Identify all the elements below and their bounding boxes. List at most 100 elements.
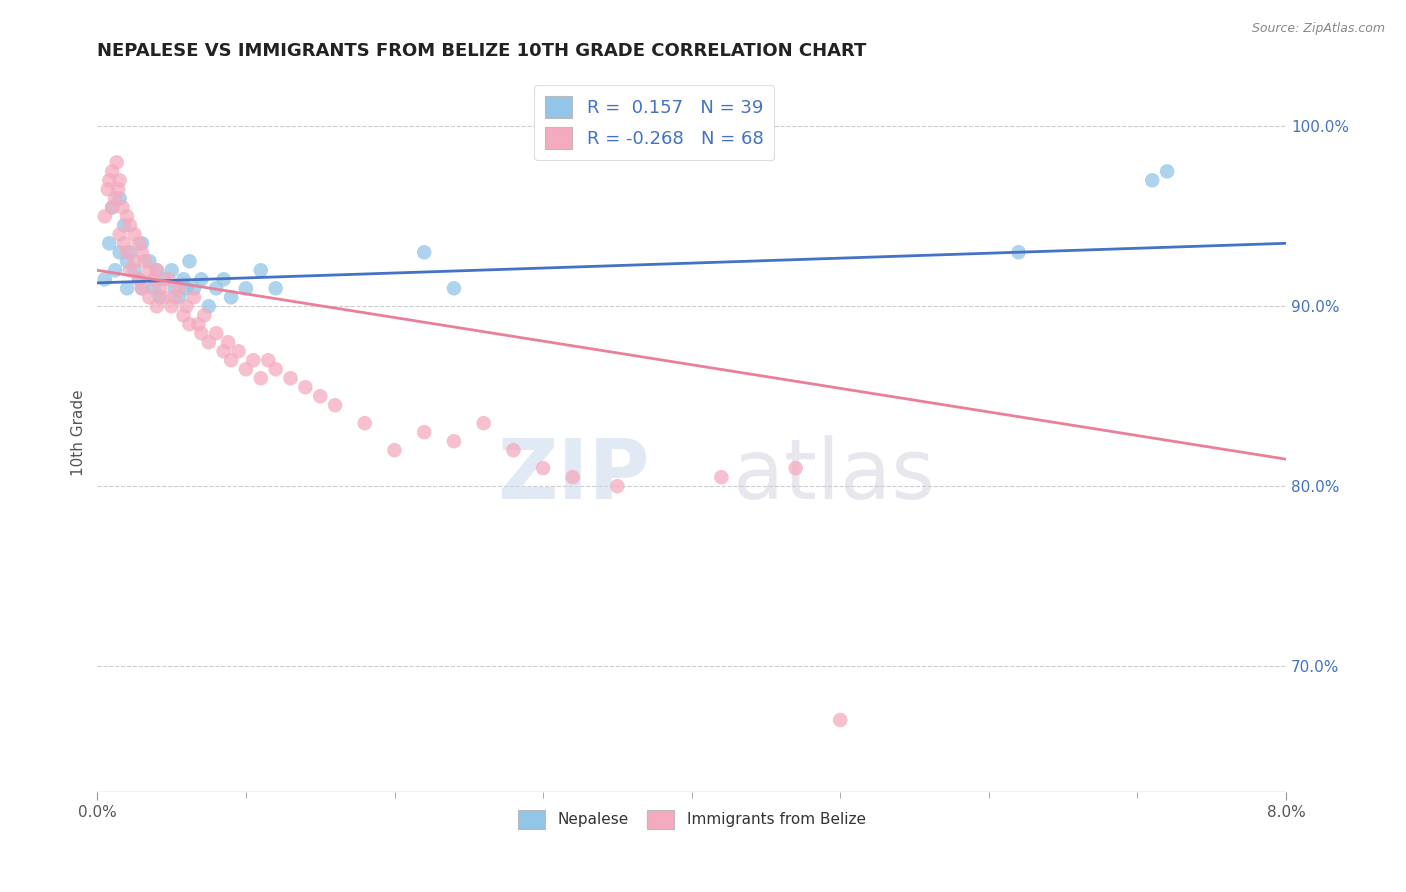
- Point: [183, 290, 205, 304]
- Point: [138, 254, 160, 268]
- Point: [149, 290, 172, 304]
- Point: [98, 236, 121, 251]
- Point: [112, 236, 135, 251]
- Point: [179, 318, 201, 332]
- Point: [128, 236, 150, 251]
- Point: [138, 263, 160, 277]
- Point: [104, 191, 127, 205]
- Point: [124, 263, 146, 277]
- Point: [197, 335, 219, 350]
- Point: [118, 219, 141, 233]
- Point: [219, 290, 242, 304]
- Point: [472, 416, 495, 430]
- Point: [160, 263, 183, 277]
- Point: [105, 155, 128, 169]
- Point: [264, 281, 287, 295]
- Point: [353, 416, 375, 430]
- Point: [235, 281, 257, 295]
- Point: [606, 479, 628, 493]
- Point: [124, 227, 146, 242]
- Point: [280, 371, 302, 385]
- Point: [190, 326, 212, 341]
- Point: [163, 290, 186, 304]
- Point: [108, 173, 131, 187]
- Point: [167, 290, 190, 304]
- Point: [157, 272, 180, 286]
- Point: [710, 470, 733, 484]
- Point: [112, 219, 135, 233]
- Point: [294, 380, 316, 394]
- Point: [217, 335, 239, 350]
- Point: [173, 308, 195, 322]
- Point: [101, 200, 124, 214]
- Point: [118, 245, 141, 260]
- Point: [146, 263, 169, 277]
- Point: [179, 254, 201, 268]
- Point: [131, 281, 153, 295]
- Point: [384, 443, 406, 458]
- Point: [176, 299, 198, 313]
- Point: [219, 353, 242, 368]
- Point: [146, 263, 169, 277]
- Point: [108, 245, 131, 260]
- Point: [257, 353, 280, 368]
- Point: [785, 461, 807, 475]
- Text: ZIP: ZIP: [498, 435, 650, 516]
- Point: [108, 191, 131, 205]
- Point: [128, 272, 150, 286]
- Point: [228, 344, 250, 359]
- Point: [146, 299, 169, 313]
- Point: [115, 281, 138, 295]
- Point: [94, 272, 117, 286]
- Point: [193, 308, 215, 322]
- Point: [160, 299, 183, 313]
- Point: [115, 254, 138, 268]
- Point: [149, 281, 172, 295]
- Point: [502, 443, 524, 458]
- Point: [249, 263, 271, 277]
- Point: [212, 344, 235, 359]
- Point: [167, 281, 190, 295]
- Point: [108, 227, 131, 242]
- Text: atlas: atlas: [734, 435, 935, 516]
- Point: [142, 272, 165, 286]
- Point: [235, 362, 257, 376]
- Point: [153, 290, 176, 304]
- Point: [183, 281, 205, 295]
- Text: Source: ZipAtlas.com: Source: ZipAtlas.com: [1251, 22, 1385, 36]
- Legend: Nepalese, Immigrants from Belize: Nepalese, Immigrants from Belize: [512, 804, 872, 835]
- Point: [561, 470, 583, 484]
- Point: [94, 210, 117, 224]
- Point: [1007, 245, 1029, 260]
- Point: [107, 182, 129, 196]
- Point: [413, 425, 436, 440]
- Point: [101, 200, 124, 214]
- Point: [205, 281, 228, 295]
- Point: [98, 173, 121, 187]
- Point: [111, 200, 134, 214]
- Point: [413, 245, 436, 260]
- Point: [97, 182, 120, 196]
- Point: [205, 326, 228, 341]
- Point: [163, 281, 186, 295]
- Point: [212, 272, 235, 286]
- Point: [124, 254, 146, 268]
- Point: [153, 272, 176, 286]
- Point: [131, 245, 153, 260]
- Point: [128, 272, 150, 286]
- Point: [531, 461, 554, 475]
- Point: [443, 281, 465, 295]
- Point: [101, 164, 124, 178]
- Point: [187, 318, 209, 332]
- Point: [249, 371, 271, 385]
- Point: [131, 281, 153, 295]
- Point: [443, 434, 465, 449]
- Point: [1156, 164, 1178, 178]
- Y-axis label: 10th Grade: 10th Grade: [72, 389, 86, 475]
- Point: [323, 398, 346, 412]
- Point: [115, 245, 138, 260]
- Point: [242, 353, 264, 368]
- Text: NEPALESE VS IMMIGRANTS FROM BELIZE 10TH GRADE CORRELATION CHART: NEPALESE VS IMMIGRANTS FROM BELIZE 10TH …: [97, 42, 866, 60]
- Point: [1142, 173, 1164, 187]
- Point: [176, 281, 198, 295]
